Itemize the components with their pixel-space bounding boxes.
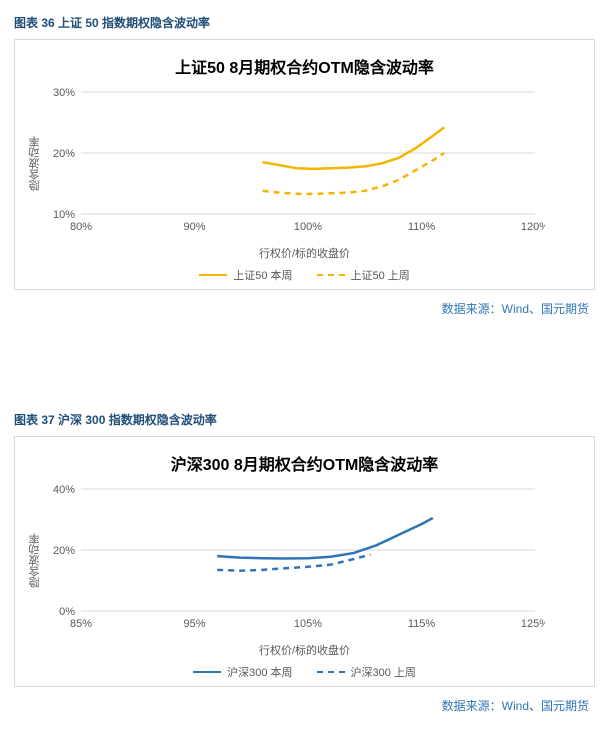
chart2-source: 数据来源：Wind、国元期货 <box>14 697 589 714</box>
chart1-ylabel: 隐含波动率 <box>25 86 45 241</box>
svg-text:95%: 95% <box>183 618 205 630</box>
svg-text:80%: 80% <box>70 221 92 233</box>
svg-text:40%: 40% <box>53 484 75 496</box>
legend-item: 上证50 上周 <box>317 267 410 283</box>
legend-swatch <box>193 671 221 673</box>
chart2-xlabel: 行权价/标的收盘价 <box>25 642 584 658</box>
chart1-box: 上证50 8月期权合约OTM隐含波动率 隐含波动率 10% 20% 30% 80% 90… <box>14 39 595 290</box>
svg-text:100%: 100% <box>294 221 322 233</box>
svg-text:10%: 10% <box>53 209 75 221</box>
chart1-legend: 上证50 本周 上证50 上周 <box>25 267 584 283</box>
svg-text:85%: 85% <box>70 618 92 630</box>
svg-text:20%: 20% <box>53 148 75 160</box>
legend-item: 上证50 本周 <box>199 267 292 283</box>
chart2-legend: 沪深300 本周 沪深300 上周 <box>25 664 584 680</box>
legend-swatch <box>199 274 227 276</box>
legend-swatch <box>317 274 345 276</box>
chart2-box: 沪深300 8月期权合约OTM隐含波动率 隐含波动率 0% 20% 40% 85% 95… <box>14 436 595 687</box>
chart1-plot: 10% 20% 30% 80% 90% 100% 110% 120% <box>45 86 545 236</box>
chart1-caption: 图表 36 上证 50 指数期权隐含波动率 <box>14 14 595 31</box>
legend-label: 上证50 本周 <box>233 267 292 283</box>
svg-text:110%: 110% <box>408 221 436 233</box>
svg-text:105%: 105% <box>294 618 322 630</box>
legend-item: 沪深300 上周 <box>317 664 416 680</box>
chart1-title: 上证50 8月期权合约OTM隐含波动率 <box>25 54 584 78</box>
chart2-title: 沪深300 8月期权合约OTM隐含波动率 <box>25 451 584 475</box>
legend-label: 上证50 上周 <box>351 267 410 283</box>
svg-text:115%: 115% <box>408 618 436 630</box>
svg-text:20%: 20% <box>53 545 75 557</box>
svg-text:120%: 120% <box>521 221 545 233</box>
legend-swatch <box>317 671 345 673</box>
svg-text:90%: 90% <box>183 221 205 233</box>
legend-item: 沪深300 本周 <box>193 664 292 680</box>
svg-text:125%: 125% <box>521 618 545 630</box>
svg-text:30%: 30% <box>53 87 75 99</box>
svg-text:0%: 0% <box>59 606 75 618</box>
chart1-source: 数据来源：Wind、国元期货 <box>14 300 589 317</box>
chart1-xlabel: 行权价/标的收盘价 <box>25 245 584 261</box>
legend-label: 沪深300 本周 <box>227 664 292 680</box>
legend-label: 沪深300 上周 <box>351 664 416 680</box>
chart2-plot: 0% 20% 40% 85% 95% 105% 115% 125% <box>45 483 545 633</box>
chart2-caption: 图表 37 沪深 300 指数期权隐含波动率 <box>14 411 595 428</box>
chart2-ylabel: 隐含波动率 <box>25 483 45 638</box>
